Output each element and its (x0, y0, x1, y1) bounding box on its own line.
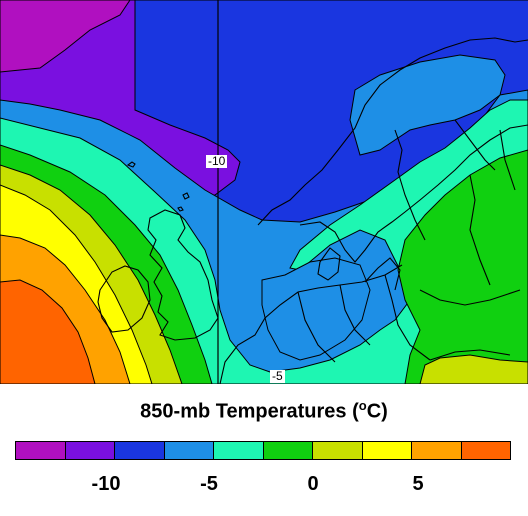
band-10-15-east (419, 354, 528, 384)
legend-tick-5: 5 (412, 473, 424, 495)
legend-swatch-2 (115, 442, 165, 459)
title-degree: o (358, 398, 367, 413)
legend-tick-minus5: -5 (200, 473, 218, 495)
legend-swatch-9 (461, 442, 510, 459)
legend-swatch-6 (313, 442, 363, 459)
temperature-field (0, 0, 528, 384)
legend-swatch-4 (214, 442, 264, 459)
legend-swatch-5 (263, 442, 313, 459)
legend-swatch-1 (65, 442, 115, 459)
band-minus5-0-north (349, 54, 506, 156)
coastlines (97, 37, 528, 384)
legend-tick-0: 0 (307, 473, 319, 495)
legend-swatch-8 (412, 442, 462, 459)
band-below-minus15 (0, 0, 131, 73)
band-above-25 (0, 279, 96, 384)
title-main: 850-mb Temperatures ( (140, 400, 359, 423)
map-title: 850-mb Temperatures (oC) (0, 398, 528, 424)
legend-tick-minus10: -10 (91, 473, 121, 495)
legend-swatch-3 (164, 442, 214, 459)
contour-label-minus10: -10 (206, 154, 228, 168)
color-legend-bar (15, 441, 511, 460)
legend-swatch-0 (16, 442, 66, 459)
temperature-map: -10 -5 (0, 0, 528, 384)
band-minus5-0-lobe (261, 257, 371, 361)
contour-label-minus5: -5 (270, 369, 285, 383)
legend-swatch-7 (362, 442, 412, 459)
title-unit: C) (366, 400, 388, 423)
